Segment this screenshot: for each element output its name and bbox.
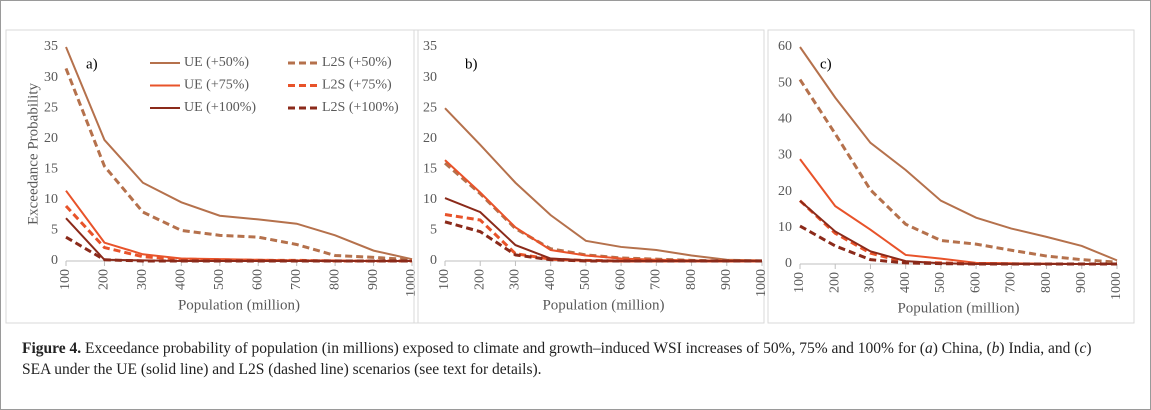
panel-label: b)	[465, 56, 478, 72]
x-tick-label: 300	[863, 272, 878, 293]
y-tick-label: 25	[423, 100, 437, 115]
y-tick-label: 5	[51, 223, 58, 238]
line	[444, 159, 762, 262]
x-tick-label: 200	[97, 269, 112, 290]
y-tick-label: 60	[778, 39, 792, 54]
x-tick-label: 300	[135, 269, 150, 290]
caption-text: b	[991, 340, 1000, 357]
y-tick-label: 20	[44, 131, 58, 146]
panel-label: a)	[86, 56, 98, 72]
x-tick-label: 400	[543, 269, 558, 290]
legend-label: UE (+100%)	[184, 100, 256, 115]
x-tick-label: 900	[1074, 272, 1089, 293]
x-tick-label: 500	[212, 269, 227, 290]
y-tick-label: 40	[778, 112, 792, 127]
line	[799, 224, 1117, 266]
caption-label: Figure 4.	[22, 340, 82, 357]
y-axis-label: Exceedance Probability	[25, 82, 41, 225]
y-tick-label: 0	[430, 253, 437, 268]
x-tick-label: 500	[933, 272, 948, 293]
x-tick-label: 200	[472, 269, 487, 290]
line	[444, 220, 762, 263]
x-tick-label: 700	[1004, 272, 1019, 293]
x-tick-label: 400	[174, 269, 189, 290]
x-tick-label: 700	[289, 269, 304, 290]
x-axis-label: Population (million)	[897, 300, 1019, 316]
y-tick-label: 15	[423, 162, 437, 177]
y-tick-label: 0	[51, 253, 58, 268]
y-tick-label: 50	[778, 75, 792, 90]
caption: Figure 4. Exceedance probability of popu…	[22, 338, 1122, 380]
line	[64, 67, 413, 262]
x-tick-label: 100	[58, 269, 73, 290]
y-tick-label: 10	[778, 220, 792, 235]
line	[798, 78, 1118, 264]
x-axis-label: Population (million)	[542, 297, 664, 313]
line	[444, 197, 762, 262]
x-tick-label: 100	[792, 272, 807, 293]
caption-text: c	[1079, 340, 1087, 357]
panel-label: c)	[820, 56, 832, 72]
x-axis-label: Population (million)	[178, 297, 300, 313]
y-tick-label: 20	[423, 131, 437, 146]
caption-text: a	[924, 340, 933, 357]
x-tick-label: 600	[613, 269, 628, 290]
y-tick-label: 25	[44, 100, 58, 115]
x-tick-label: 900	[719, 269, 734, 290]
x-tick-label: 800	[327, 269, 342, 290]
legend-label: L2S (+50%)	[322, 55, 392, 70]
y-tick-label: 30	[44, 70, 58, 85]
x-tick-label: 1000	[1109, 272, 1124, 300]
x-tick-label: 700	[649, 269, 664, 290]
caption-text: ) India, and (	[999, 340, 1080, 357]
panel-frame	[5, 29, 419, 324]
y-tick-label: 20	[778, 184, 792, 199]
line	[444, 107, 763, 262]
line	[65, 235, 412, 263]
y-tick-label: 35	[44, 39, 58, 54]
line	[444, 162, 762, 263]
legend-label: L2S (+100%)	[322, 100, 399, 115]
y-tick-label: 5	[430, 223, 437, 238]
legend-label: UE (+50%)	[184, 55, 249, 70]
line	[65, 217, 412, 262]
x-tick-label: 1000	[404, 269, 419, 297]
x-tick-label: 300	[508, 269, 523, 290]
panel-frame	[413, 29, 765, 324]
caption-text: Exceedance probability of population (in…	[81, 340, 925, 357]
y-tick-label: 10	[423, 192, 437, 207]
y-tick-label: 30	[778, 148, 792, 163]
y-tick-label: 35	[423, 39, 437, 54]
line	[799, 46, 1118, 262]
y-tick-label: 30	[423, 70, 437, 85]
y-tick-label: 10	[44, 192, 58, 207]
line	[799, 158, 1117, 265]
legend-label: UE (+75%)	[184, 78, 249, 93]
x-tick-label: 600	[968, 272, 983, 293]
x-tick-label: 600	[250, 269, 265, 290]
x-tick-label: 800	[1039, 272, 1054, 293]
x-tick-label: 200	[827, 272, 842, 293]
x-tick-label: 900	[366, 269, 381, 290]
caption-text: ) China, (	[932, 340, 992, 357]
x-tick-label: 100	[437, 269, 452, 290]
x-tick-label: 400	[898, 272, 913, 293]
x-tick-label: 1000	[754, 269, 769, 297]
line	[444, 213, 762, 263]
panel-frame	[767, 29, 1135, 324]
y-tick-label: 15	[44, 162, 58, 177]
caption-text: ) SEA under the UE (solid line) and L2S …	[22, 340, 1092, 378]
y-tick-label: 0	[785, 256, 792, 271]
line	[64, 204, 412, 263]
x-tick-label: 800	[684, 269, 699, 290]
legend-label: L2S (+75%)	[322, 78, 392, 93]
x-tick-label: 500	[578, 269, 593, 290]
line	[65, 46, 413, 261]
